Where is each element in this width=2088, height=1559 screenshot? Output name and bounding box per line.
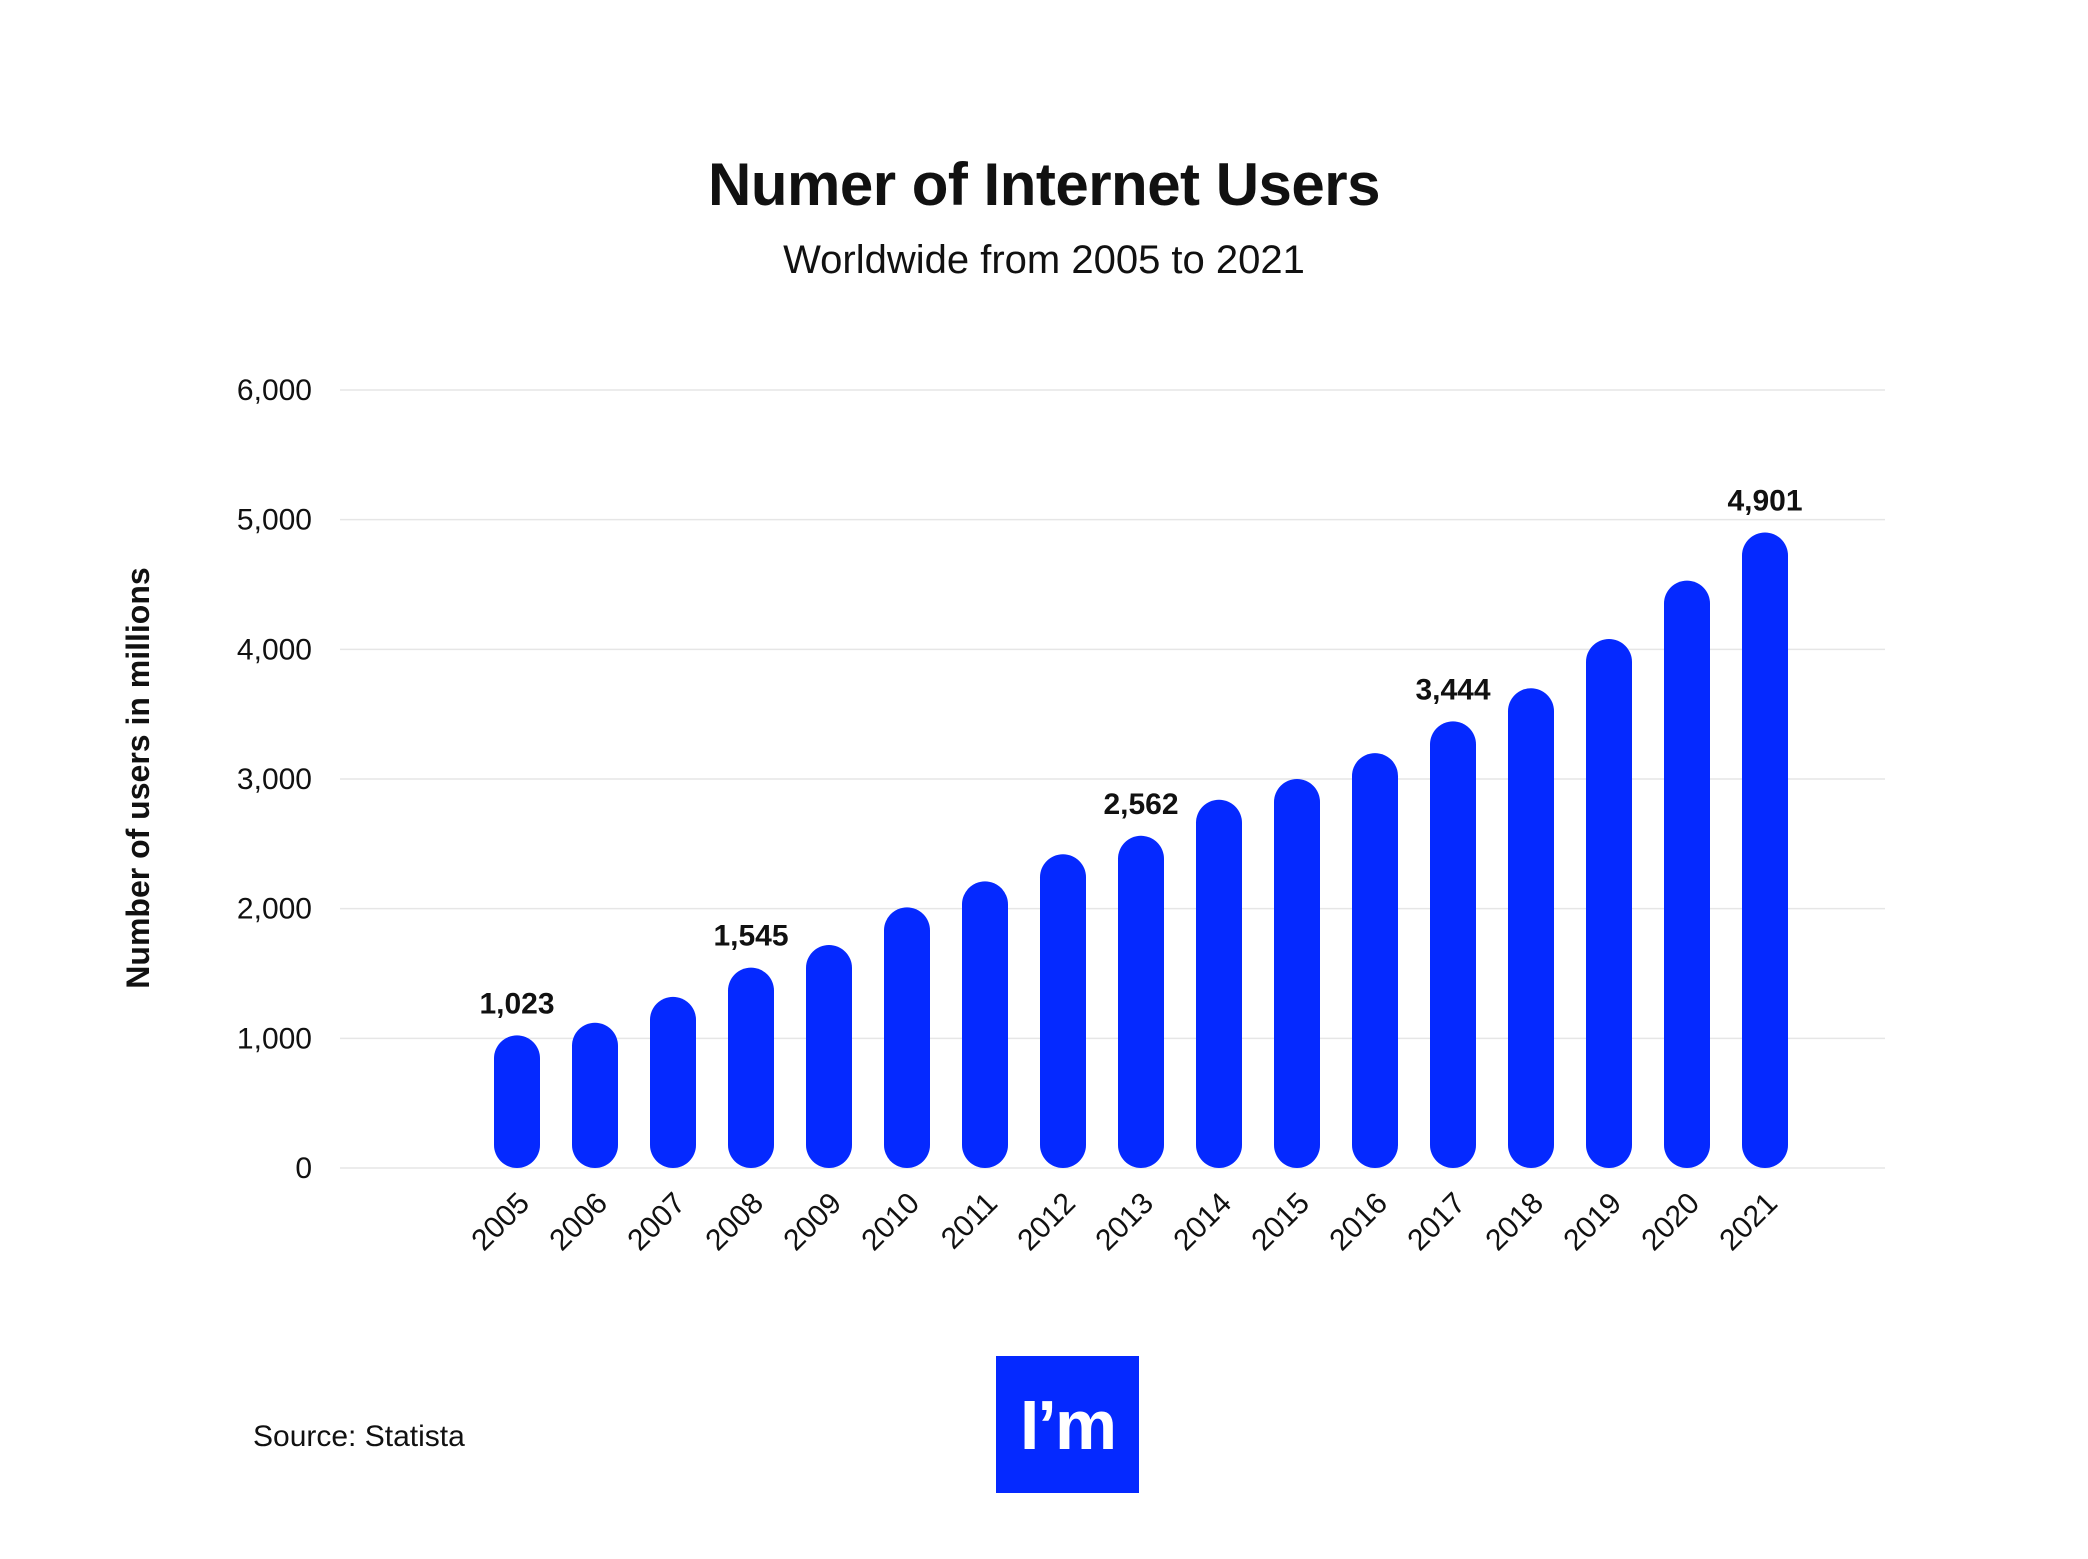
- x-tick-label: 2020: [1635, 1187, 1706, 1258]
- x-tick-label: 2015: [1245, 1187, 1316, 1258]
- bar-2019: [1586, 638, 1632, 1168]
- x-tick-label: 2016: [1323, 1187, 1394, 1258]
- y-tick-label: 0: [295, 1152, 312, 1185]
- data-label: 2,562: [1103, 788, 1178, 821]
- bar-2006: [572, 1022, 618, 1168]
- x-tick-label: 2005: [465, 1187, 536, 1258]
- x-tick-label: 2010: [855, 1187, 926, 1258]
- chart-title: Numer of Internet Users: [708, 151, 1381, 218]
- bar-2009: [806, 944, 852, 1168]
- bar-2021: [1742, 532, 1788, 1168]
- x-tick-label: 2006: [543, 1187, 614, 1258]
- data-label: 1,545: [713, 920, 788, 953]
- x-tick-label: 2008: [699, 1187, 770, 1258]
- y-tick-label: 2,000: [237, 893, 312, 926]
- x-tick-label: 2017: [1401, 1187, 1472, 1258]
- x-tick-label: 2018: [1479, 1187, 1550, 1258]
- x-tick-label: 2009: [777, 1187, 848, 1258]
- bar-2008: [728, 967, 774, 1168]
- y-tick-label: 4,000: [237, 633, 312, 666]
- bar-2011: [962, 881, 1008, 1168]
- brand-logo: I’m: [996, 1356, 1139, 1493]
- bar-2017: [1430, 721, 1476, 1168]
- x-tick-label: 2012: [1011, 1187, 1082, 1258]
- bar-2016: [1352, 753, 1398, 1168]
- y-tick-label: 6,000: [237, 374, 312, 407]
- data-label: 4,901: [1727, 485, 1802, 518]
- x-tick-label: 2019: [1557, 1187, 1628, 1258]
- x-tick-label: 2007: [621, 1187, 692, 1258]
- bar-2013: [1118, 835, 1164, 1168]
- source-note: Source: Statista: [253, 1420, 465, 1453]
- data-label: 3,444: [1415, 673, 1490, 706]
- bar-2015: [1274, 779, 1320, 1168]
- x-tick-label: 2013: [1089, 1187, 1160, 1258]
- data-label: 1,023: [479, 987, 554, 1020]
- y-tick-label: 3,000: [237, 763, 312, 796]
- y-tick-label: 5,000: [237, 504, 312, 537]
- bar-2018: [1508, 688, 1554, 1168]
- x-tick-label: 2011: [935, 1187, 1004, 1256]
- bar-2005: [494, 1035, 540, 1168]
- bar-2012: [1040, 854, 1086, 1168]
- bar-2007: [650, 996, 696, 1168]
- y-axis-label: Number of users in millions: [120, 567, 156, 988]
- chart-subtitle: Worldwide from 2005 to 2021: [783, 238, 1305, 282]
- bar-2010: [884, 907, 930, 1168]
- bar-2020: [1664, 580, 1710, 1168]
- y-tick-label: 1,000: [237, 1022, 312, 1055]
- x-tick-label: 2014: [1167, 1187, 1238, 1258]
- bar-2014: [1196, 799, 1242, 1168]
- x-tick-label: 2021: [1713, 1187, 1784, 1258]
